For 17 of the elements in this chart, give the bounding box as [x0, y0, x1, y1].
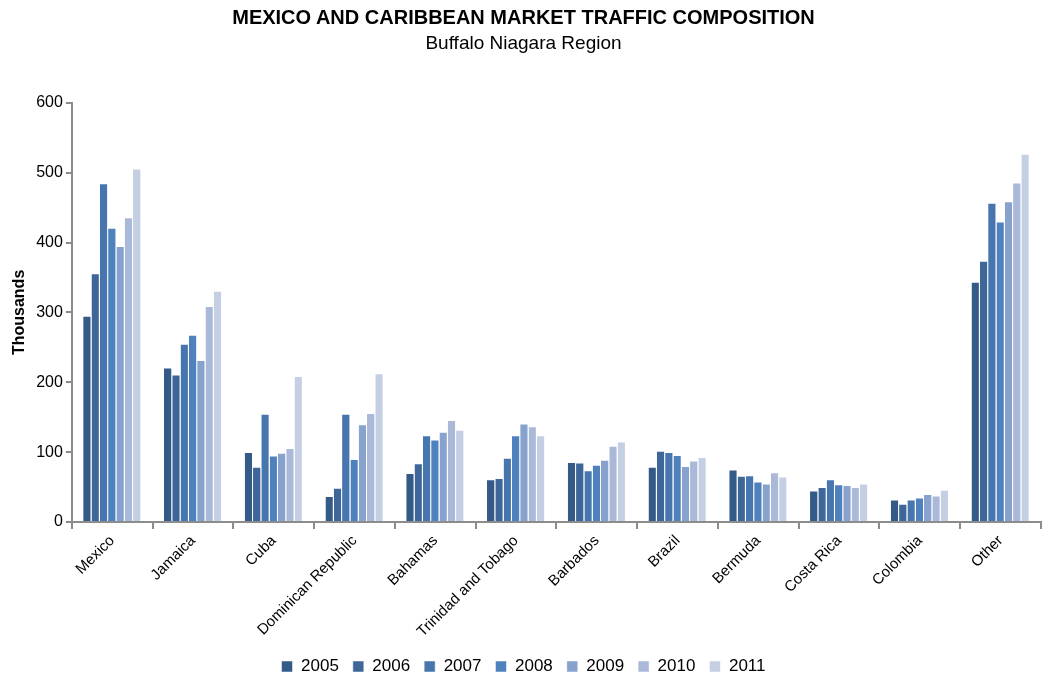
- y-tick-label: 500: [36, 163, 63, 181]
- legend-label: 2005: [301, 656, 339, 676]
- y-tick-label: 200: [36, 372, 63, 390]
- y-axis-title: Thousands: [10, 269, 28, 356]
- legend-label: 2008: [514, 656, 553, 676]
- y-tick-label: 600: [36, 93, 63, 111]
- legend-label: 2010: [657, 656, 696, 676]
- legend-label: 2007: [443, 656, 482, 676]
- legend-label: 2009: [586, 656, 625, 676]
- legend-label: 2006: [372, 656, 411, 676]
- legend-label: 2011: [728, 656, 766, 676]
- y-tick-label: 0: [53, 512, 63, 530]
- y-tick-label: 400: [36, 232, 63, 250]
- chart-subtitle: Buffalo Niagara Region: [425, 31, 622, 53]
- y-tick-label: 100: [36, 442, 63, 460]
- chart-title: MEXICO AND CARIBBEAN MARKET TRAFFIC COMPOSITION: [232, 5, 815, 28]
- y-tick-label: 300: [36, 302, 63, 320]
